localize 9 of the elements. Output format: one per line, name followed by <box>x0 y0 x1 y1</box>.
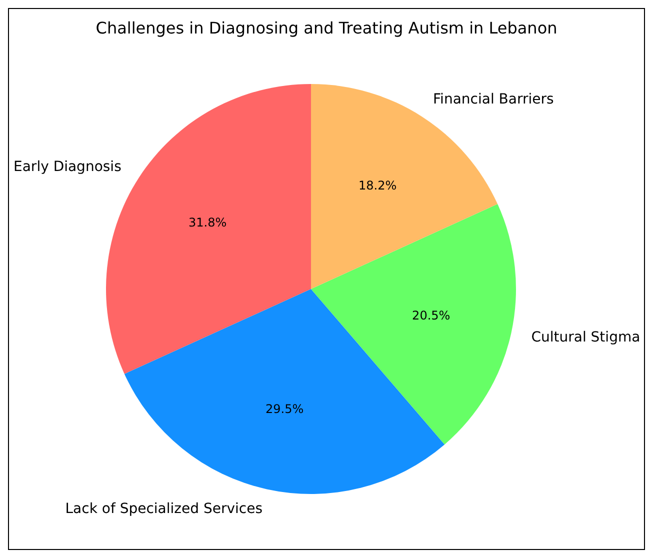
slice-label: Financial Barriers <box>433 91 554 108</box>
slice-label: Early Diagnosis <box>14 158 122 175</box>
chart-title: Challenges in Diagnosing and Treating Autism in Lebanon <box>96 18 558 38</box>
data-label: 31.8% <box>188 215 227 230</box>
slice-label: Lack of Specialized Services <box>65 501 262 518</box>
data-label: 20.5% <box>412 308 450 322</box>
data-label: 29.5% <box>265 402 304 416</box>
data-label: 18.2% <box>358 178 397 193</box>
slice-label: Cultural Stigma <box>531 330 640 346</box>
